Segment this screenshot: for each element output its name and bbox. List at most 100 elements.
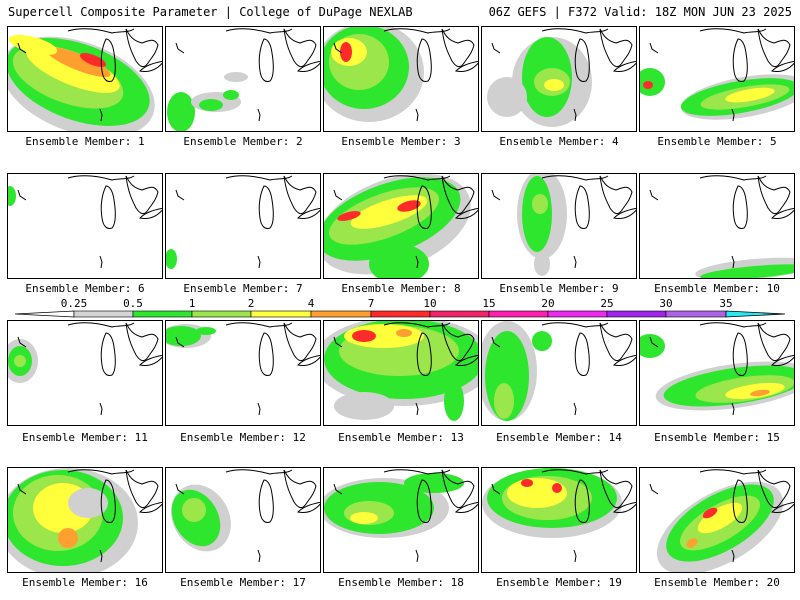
ensemble-member-caption: Ensemble Member: 14 [496, 431, 622, 444]
border-line [649, 483, 659, 495]
ensemble-member-panel [639, 173, 795, 279]
ensemble-member-caption: Ensemble Member: 20 [654, 576, 780, 589]
scp-field-map [640, 28, 794, 122]
lake-huron-outline [125, 322, 159, 362]
colorbar-segment [73, 310, 134, 318]
lake-michigan-outline [574, 185, 590, 229]
lake-erie-outline [454, 207, 478, 219]
scp-shading [695, 257, 794, 278]
scp-contour-fill [542, 41, 562, 53]
lake-michigan-outline [100, 332, 116, 376]
basemap-outlines [17, 469, 162, 563]
basemap-outlines [491, 469, 636, 563]
ensemble-member-caption: Ensemble Member: 12 [180, 431, 306, 444]
scp-contour-fill [45, 46, 111, 78]
border-line [333, 483, 343, 495]
basemap-outlines [175, 175, 320, 269]
lake-huron-outline [441, 322, 475, 362]
lake-superior-outline [699, 28, 767, 34]
lake-huron-outline [441, 175, 475, 215]
colorbar-over-arrow [725, 310, 785, 318]
border-line [257, 549, 261, 563]
lake-huron-outline [599, 322, 633, 362]
lake-huron-outline [757, 322, 791, 362]
scp-field-map [482, 468, 636, 563]
ensemble-member-caption: Ensemble Member: 10 [654, 282, 780, 295]
scp-field-map [8, 28, 162, 131]
border-line [731, 549, 735, 563]
lake-michigan-outline [100, 38, 116, 82]
ensemble-member-panel [323, 320, 479, 426]
scp-field-map [649, 175, 794, 278]
lake-michigan-outline [258, 38, 274, 82]
scp-field-map [324, 321, 478, 421]
scp-contour-fill [507, 478, 567, 508]
lake-michigan-outline [732, 38, 748, 82]
scp-contour-fill [196, 327, 216, 335]
scp-contour-fill [79, 53, 107, 67]
basemap-outlines [491, 322, 636, 416]
scp-shading [8, 339, 38, 383]
colorbar-segment [191, 310, 252, 318]
scp-contour-fill [396, 329, 412, 337]
colorbar-tick-label: 7 [368, 297, 375, 310]
colorbar-segment [310, 310, 372, 318]
scp-shading [8, 34, 155, 131]
scp-shading [324, 27, 424, 122]
lake-superior-outline [699, 175, 767, 181]
scp-field-map [171, 469, 320, 563]
lake-huron-outline [599, 175, 633, 215]
scp-contour-fill [350, 512, 378, 524]
scp-contour-fill [686, 538, 698, 548]
scp-contour-fill [700, 264, 794, 278]
lake-erie-outline [612, 501, 636, 513]
lake-erie-outline [770, 501, 794, 513]
scp-field-map [166, 175, 320, 269]
border-line [573, 549, 577, 563]
lake-michigan-outline [574, 479, 590, 523]
border-line [415, 549, 419, 563]
scp-contour-fill [369, 244, 429, 278]
ensemble-member-caption: Ensemble Member: 18 [338, 576, 464, 589]
border-line [17, 189, 27, 201]
basemap-outlines [649, 469, 794, 563]
border-line [99, 549, 103, 563]
ensemble-member-caption: Ensemble Member: 4 [499, 135, 619, 148]
colorbar-tick-label: 25 [600, 297, 613, 310]
lake-superior-outline [699, 322, 767, 328]
lake-erie-outline [296, 207, 320, 219]
scp-contour-fill [725, 382, 785, 400]
scp-field-map [487, 28, 636, 127]
lake-erie-outline [138, 60, 162, 72]
border-line [415, 108, 419, 122]
lake-erie-outline [770, 354, 794, 366]
lake-erie-outline [296, 354, 320, 366]
lake-huron-outline [757, 469, 791, 509]
scp-field-map [324, 27, 478, 122]
ensemble-member-panel [7, 173, 163, 279]
border-line [491, 42, 501, 54]
scp-contour-fill [224, 72, 248, 82]
border-line [649, 189, 659, 201]
scp-contour-fill [166, 249, 177, 269]
scp-contour-fill [68, 488, 108, 518]
scp-shading [167, 72, 248, 131]
colorbar-tick-label: 0.5 [123, 297, 143, 310]
ensemble-member-panel [165, 173, 321, 279]
scp-contour-fill [223, 90, 239, 100]
ensemble-member-caption: Ensemble Member: 2 [183, 135, 303, 148]
basemap-outlines [17, 175, 162, 269]
scp-contour-fill [702, 507, 718, 519]
border-line [649, 336, 659, 348]
lake-huron-outline [125, 28, 159, 68]
scp-contour-fill [8, 186, 16, 206]
basemap-outlines [17, 322, 162, 416]
scp-contour-fill [643, 81, 653, 89]
scp-field-map [640, 322, 794, 416]
lake-erie-outline [138, 207, 162, 219]
basemap-outlines [649, 175, 794, 269]
lake-erie-outline [612, 60, 636, 72]
border-line [17, 336, 27, 348]
ensemble-member-caption: Ensemble Member: 8 [341, 282, 461, 295]
lake-superior-outline [225, 322, 293, 328]
